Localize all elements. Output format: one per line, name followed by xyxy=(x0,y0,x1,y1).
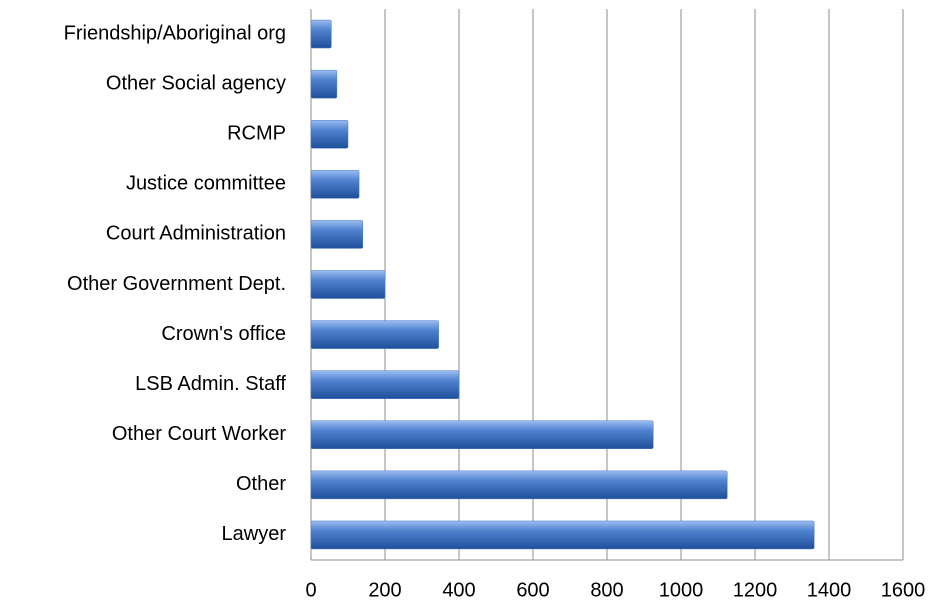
bar xyxy=(310,420,654,450)
x-tick-label: 1600 xyxy=(881,579,926,601)
bar xyxy=(310,370,460,399)
x-tick-label: 800 xyxy=(590,579,623,601)
bar xyxy=(310,270,386,299)
y-tick-label: Other xyxy=(236,473,286,495)
x-tick-label: 400 xyxy=(442,579,475,601)
bar xyxy=(310,520,815,550)
x-tick-label: 1400 xyxy=(807,579,852,601)
bar xyxy=(310,119,349,149)
bar xyxy=(310,19,332,49)
y-tick-label: Friendship/Aboriginal org xyxy=(64,22,286,44)
y-tick-label: LSB Admin. Staff xyxy=(135,373,286,395)
y-tick-label: Other Government Dept. xyxy=(67,273,286,295)
x-tick-label: 0 xyxy=(305,579,316,601)
y-tick-label: Justice committee xyxy=(126,173,286,195)
y-tick-label: Lawyer xyxy=(222,523,287,545)
x-tick-label: 200 xyxy=(368,579,401,601)
y-tick-label: Other Social agency xyxy=(106,72,286,94)
y-tick-label: RCMP xyxy=(227,123,286,145)
bar xyxy=(310,170,360,199)
bar xyxy=(310,69,338,99)
bar xyxy=(310,470,728,500)
bar xyxy=(310,320,439,349)
x-tick-label: 1200 xyxy=(733,579,778,601)
x-tick-label: 600 xyxy=(516,579,549,601)
bar xyxy=(310,220,364,249)
x-tick-label: 1000 xyxy=(659,579,704,601)
y-tick-label: Other Court Worker xyxy=(112,423,286,445)
y-tick-label: Court Administration xyxy=(106,223,286,245)
y-tick-label: Crown's office xyxy=(161,323,286,345)
